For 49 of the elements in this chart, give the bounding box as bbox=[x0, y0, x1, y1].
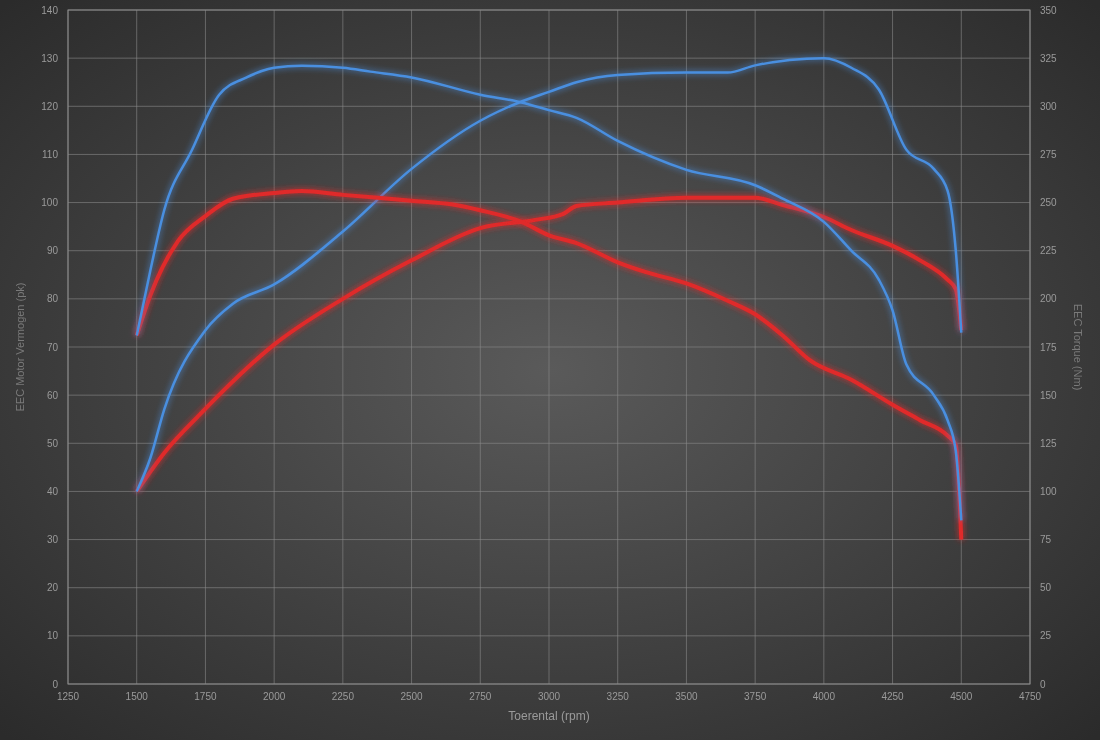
y2-tick-label: 350 bbox=[1040, 4, 1058, 16]
y-tick-label: 70 bbox=[46, 341, 59, 353]
y-tick-label: 50 bbox=[46, 437, 59, 449]
y2-tick-label: 275 bbox=[1040, 148, 1058, 160]
y-tick-label: 90 bbox=[46, 245, 59, 257]
y2-tick-label: 200 bbox=[1040, 293, 1058, 305]
x-tick-label: 3750 bbox=[744, 691, 767, 702]
y2-tick-label: 50 bbox=[1040, 582, 1052, 594]
y-tick-label: 0 bbox=[52, 678, 59, 690]
y-tick-label: 120 bbox=[41, 100, 59, 112]
y-tick-label: 20 bbox=[46, 582, 59, 594]
y2-tick-label: 100 bbox=[1040, 485, 1058, 497]
x-tick-label: 2750 bbox=[469, 691, 492, 702]
y-tick-label: 140 bbox=[41, 4, 59, 16]
y2-tick-label: 225 bbox=[1040, 245, 1058, 257]
x-tick-label: 4000 bbox=[812, 691, 836, 702]
y-tick-label: 60 bbox=[46, 389, 59, 401]
y-tick-label: 100 bbox=[41, 197, 59, 209]
x-tick-label: 3250 bbox=[606, 691, 630, 702]
y-tick-label: 40 bbox=[46, 485, 59, 497]
x-tick-label: 2000 bbox=[263, 691, 286, 702]
line-series bbox=[134, 189, 964, 542]
x-tick-label: 1250 bbox=[56, 691, 80, 702]
x-tick-label: 3500 bbox=[675, 691, 698, 702]
y-tick-label: 30 bbox=[46, 534, 59, 546]
y-tick-label: 10 bbox=[46, 630, 59, 642]
y2-axis-title: EEC Torque (Nm) bbox=[1072, 303, 1084, 391]
y-axis-title: EEC Motor Vermogen (pk) bbox=[14, 282, 26, 412]
y2-tick-label: 325 bbox=[1040, 52, 1058, 64]
x-tick-label: 4250 bbox=[881, 691, 905, 702]
y2-tick-label: 250 bbox=[1040, 197, 1058, 209]
x-tick-label: 1500 bbox=[125, 691, 149, 702]
x-tick-label: 4500 bbox=[950, 691, 973, 702]
x-axis-title: Toerental (rpm) bbox=[508, 709, 590, 723]
x-tick-label: 3000 bbox=[537, 691, 561, 702]
y2-tick-label: 75 bbox=[1040, 534, 1052, 546]
y2-tick-label: 25 bbox=[1040, 630, 1052, 642]
y-tick-label: 130 bbox=[41, 52, 59, 64]
x-tick-label: 1750 bbox=[194, 691, 217, 702]
x-tick-label: 2250 bbox=[331, 691, 355, 702]
y2-tick-label: 175 bbox=[1040, 341, 1058, 353]
y2-tick-label: 0 bbox=[1040, 678, 1046, 690]
x-tick-label: 2500 bbox=[400, 691, 424, 702]
y-tick-label: 80 bbox=[46, 293, 59, 305]
y2-tick-label: 150 bbox=[1040, 389, 1058, 401]
y2-tick-label: 125 bbox=[1040, 437, 1058, 449]
x-tick-label: 4750 bbox=[1018, 691, 1042, 702]
y-tick-label: 110 bbox=[42, 148, 59, 160]
y2-tick-label: 300 bbox=[1040, 100, 1058, 112]
